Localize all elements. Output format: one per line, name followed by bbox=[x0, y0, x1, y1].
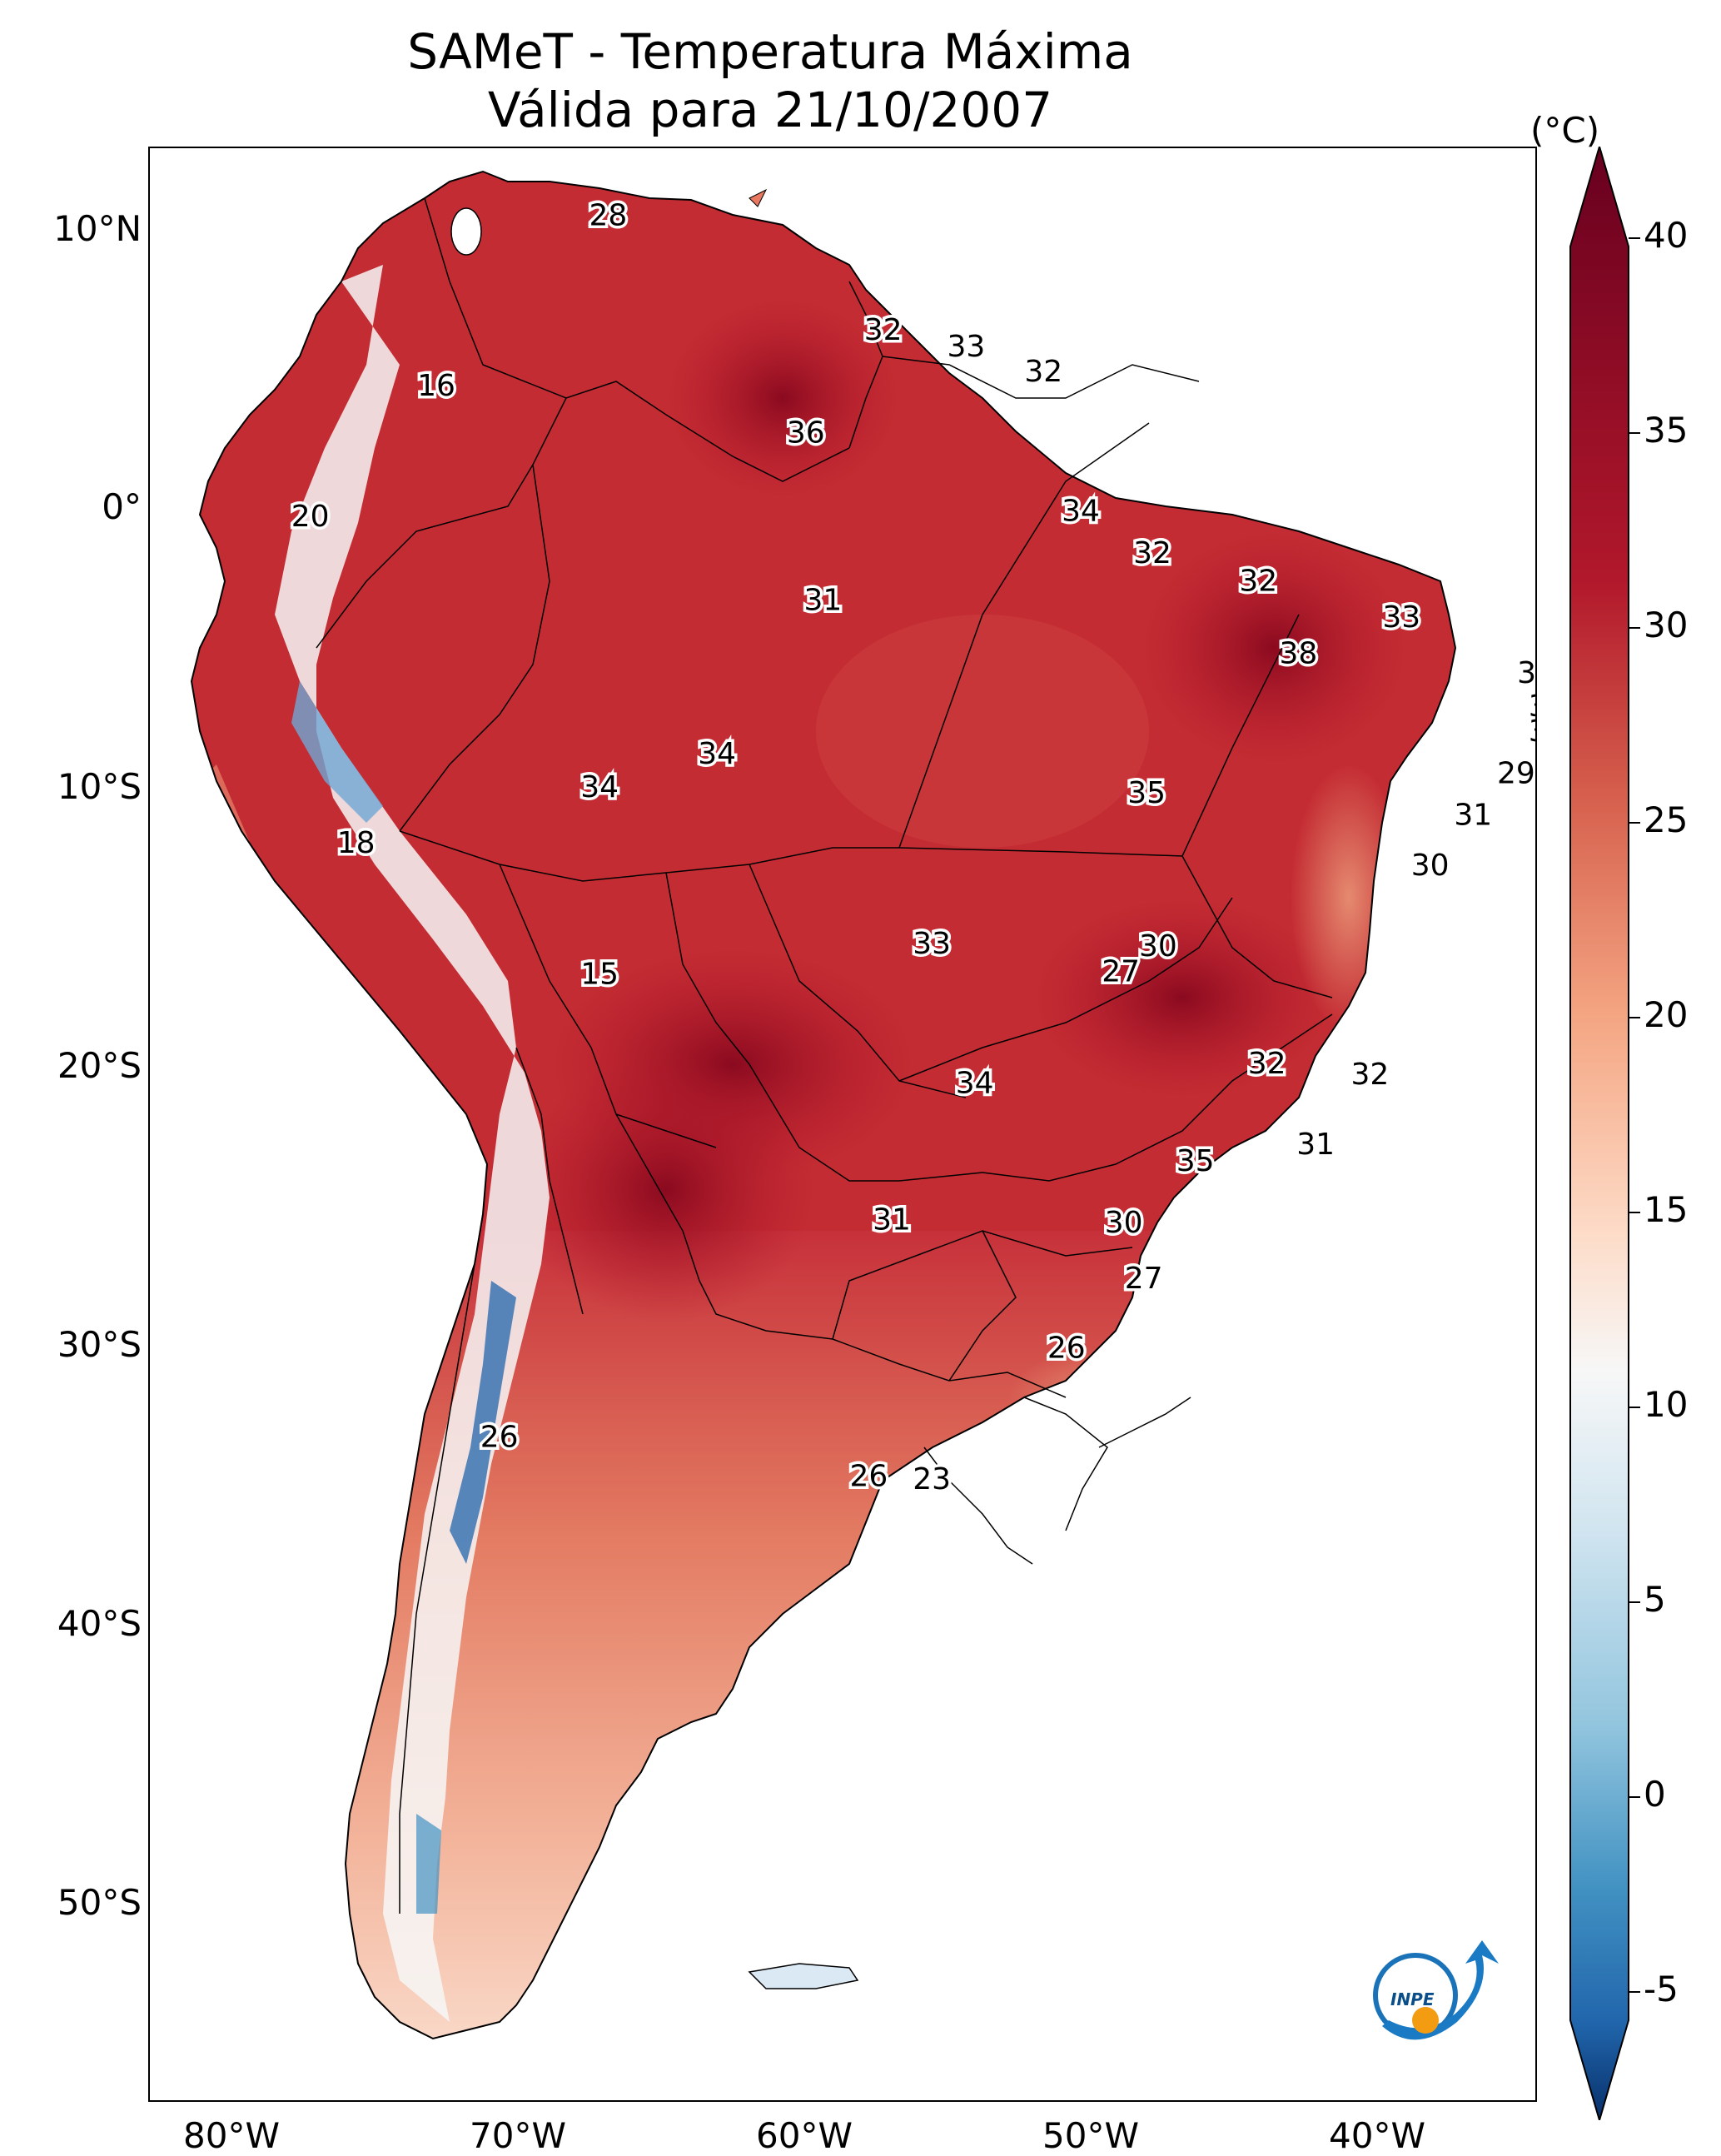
lon-tick-label: 40°W bbox=[1329, 2115, 1425, 2156]
temperature-value-label: 33 bbox=[913, 927, 951, 961]
temperature-value-label: 30 bbox=[1411, 849, 1450, 883]
temperature-field bbox=[191, 172, 1455, 2039]
lat-tick-label: 10°S bbox=[57, 766, 142, 807]
temperature-value-label: 31 bbox=[803, 584, 842, 618]
temperature-map: 2832333216363420323231333830303034293435… bbox=[191, 171, 1535, 2040]
temperature-value-label: 16 bbox=[417, 369, 455, 403]
colorbar-tick-label: 5 bbox=[1644, 1579, 1666, 1620]
temperature-value-label: 26 bbox=[1047, 1332, 1086, 1366]
temperature-value-label: 28 bbox=[589, 198, 627, 232]
temperature-value-label: 32 bbox=[1350, 1058, 1389, 1092]
temperature-value-label: 38 bbox=[1279, 636, 1317, 670]
temperature-value-label: 34 bbox=[698, 737, 736, 771]
temperature-value-label: 34 bbox=[580, 770, 619, 804]
temperature-value-label: 26 bbox=[849, 1460, 888, 1494]
lat-tick-label: 20°S bbox=[57, 1045, 142, 1086]
temperature-value-label: 30 bbox=[1529, 715, 1535, 749]
lon-tick-label: 70°W bbox=[470, 2115, 566, 2156]
colorbar-unit: (°C) bbox=[1530, 110, 1600, 151]
colorbar-tick-label: -5 bbox=[1644, 1969, 1679, 2009]
inpe-logo-text: INPE bbox=[1390, 1989, 1435, 2009]
temperature-value-label: 32 bbox=[864, 313, 903, 347]
map-title-line2: Válida para 21/10/2007 bbox=[487, 82, 1053, 138]
colorbar-ticks bbox=[1629, 237, 1640, 1993]
colorbar-tick-label: 10 bbox=[1644, 1384, 1689, 1425]
temperature-value-label: 35 bbox=[1176, 1144, 1215, 1178]
temperature-value-label: 29 bbox=[1497, 756, 1535, 790]
temperature-value-label: 31 bbox=[1296, 1128, 1335, 1162]
temperature-value-label: 31 bbox=[873, 1202, 911, 1237]
colorbar-tick-label: 0 bbox=[1644, 1774, 1666, 1815]
colorbar-tick-label: 30 bbox=[1644, 605, 1689, 645]
temperature-value-label: 30 bbox=[1139, 929, 1177, 963]
temperature-value-label: 23 bbox=[913, 1462, 951, 1496]
lat-tick-label: 0° bbox=[102, 486, 142, 527]
map-panel: 2832333216363420323231333830303034293435… bbox=[148, 147, 1537, 2102]
temperature-value-label: 32 bbox=[1239, 564, 1277, 598]
lat-tick-label: 40°S bbox=[57, 1603, 142, 1644]
temperature-value-label: 31 bbox=[1454, 799, 1492, 833]
colorbar-tick-label: 25 bbox=[1644, 799, 1689, 840]
political-borders bbox=[316, 197, 1333, 1914]
temperature-value-label: 30 bbox=[1517, 656, 1535, 690]
temperature-value-label: 33 bbox=[947, 330, 985, 364]
temperature-value-label: 15 bbox=[580, 958, 619, 992]
temperature-value-label: 35 bbox=[1127, 776, 1166, 810]
colorbar-tick-label: 15 bbox=[1644, 1189, 1689, 1230]
colorbar-tick-label: 35 bbox=[1644, 410, 1689, 451]
temperature-value-label: 26 bbox=[480, 1421, 519, 1455]
lon-tick-label: 50°W bbox=[1042, 2115, 1139, 2156]
temperature-value-label: 32 bbox=[1133, 536, 1171, 570]
temperature-value-label: 32 bbox=[1024, 355, 1062, 389]
value-labels: 2832333216363420323231333830303034293435… bbox=[288, 196, 1535, 1500]
lat-tick-label: 50°S bbox=[57, 1882, 142, 1923]
temperature-value-label: 27 bbox=[1125, 1262, 1163, 1296]
lat-tick-label: 30°S bbox=[57, 1324, 142, 1365]
temperature-value-label: 20 bbox=[291, 500, 330, 534]
lat-tick-label: 10°N bbox=[53, 208, 142, 249]
temperature-value-label: 30 bbox=[1529, 690, 1535, 724]
colorbar-tick-label: 20 bbox=[1644, 994, 1689, 1035]
temperature-value-label: 18 bbox=[337, 826, 376, 860]
map-title-line1: SAMeT - Temperatura Máxima bbox=[407, 23, 1133, 80]
inpe-logo: INPE bbox=[1373, 1940, 1499, 2040]
colorbar-tick-label: 40 bbox=[1644, 215, 1689, 256]
lon-tick-label: 60°W bbox=[756, 2115, 853, 2156]
temperature-value-label: 32 bbox=[1248, 1047, 1286, 1081]
temperature-value-label: 27 bbox=[1102, 954, 1140, 988]
temperature-value-label: 34 bbox=[956, 1066, 994, 1100]
temperature-value-label: 30 bbox=[1105, 1206, 1143, 1240]
lon-tick-label: 80°W bbox=[183, 2115, 280, 2156]
colorbar bbox=[1569, 147, 1640, 2120]
temperature-value-label: 34 bbox=[1062, 495, 1100, 529]
temperature-value-label: 36 bbox=[787, 416, 825, 451]
temperature-value-label: 33 bbox=[1382, 600, 1420, 635]
